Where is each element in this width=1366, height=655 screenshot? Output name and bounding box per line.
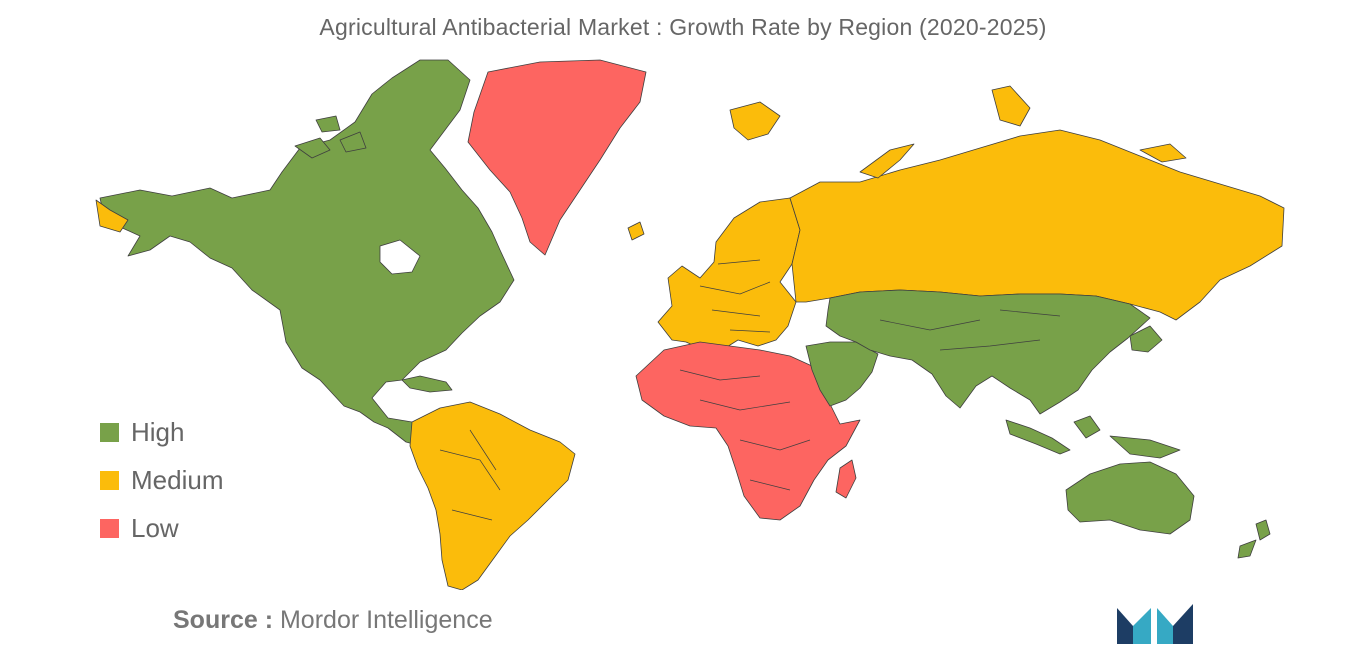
- region-australia: [1065, 461, 1195, 535]
- source-note: Source : Mordor Intelligence: [173, 606, 493, 635]
- region-north-america: [294, 115, 367, 159]
- region-madagascar: [835, 459, 857, 499]
- region-asia: [825, 289, 1151, 415]
- legend: High Medium Low: [100, 408, 223, 552]
- region-new-zealand: [1237, 519, 1271, 559]
- logo-shape-mid: [1133, 608, 1151, 644]
- region-russia: [95, 199, 129, 233]
- chart-title: Agricultural Antibacterial Market : Grow…: [319, 14, 1047, 40]
- region-north-america: [99, 59, 515, 459]
- logo-shape-right: [1157, 608, 1173, 644]
- source-name: Mordor Intelligence: [279, 606, 493, 634]
- legend-label-low: Low: [131, 512, 179, 543]
- region-europe: [627, 101, 781, 241]
- legend-swatch-medium: [100, 470, 119, 490]
- legend-label-medium: Medium: [131, 464, 224, 495]
- region-north-america: [401, 375, 453, 393]
- source-prefix: Source :: [173, 606, 274, 634]
- logo-shape-left: [1117, 608, 1133, 644]
- region-russia: [859, 85, 1187, 179]
- region-north-america: [379, 239, 421, 275]
- region-asia: [1129, 325, 1163, 353]
- legend-item-high: High: [100, 408, 223, 456]
- region-south-america: [409, 401, 576, 590]
- legend-swatch-low: [100, 518, 119, 538]
- legend-label-high: High: [131, 416, 185, 447]
- region-africa: [635, 341, 861, 521]
- world-map: [0, 50, 1366, 590]
- mordor-intelligence-logo: [1117, 604, 1193, 644]
- region-greenland: [467, 59, 647, 256]
- legend-swatch-high: [100, 422, 119, 442]
- region-middle-east: [805, 341, 879, 407]
- region-europe: [657, 197, 801, 351]
- region-southeast-asia: [1005, 415, 1181, 459]
- legend-item-low: Low: [100, 504, 223, 552]
- legend-item-medium: Medium: [100, 456, 223, 504]
- logo-shape-far: [1173, 604, 1193, 644]
